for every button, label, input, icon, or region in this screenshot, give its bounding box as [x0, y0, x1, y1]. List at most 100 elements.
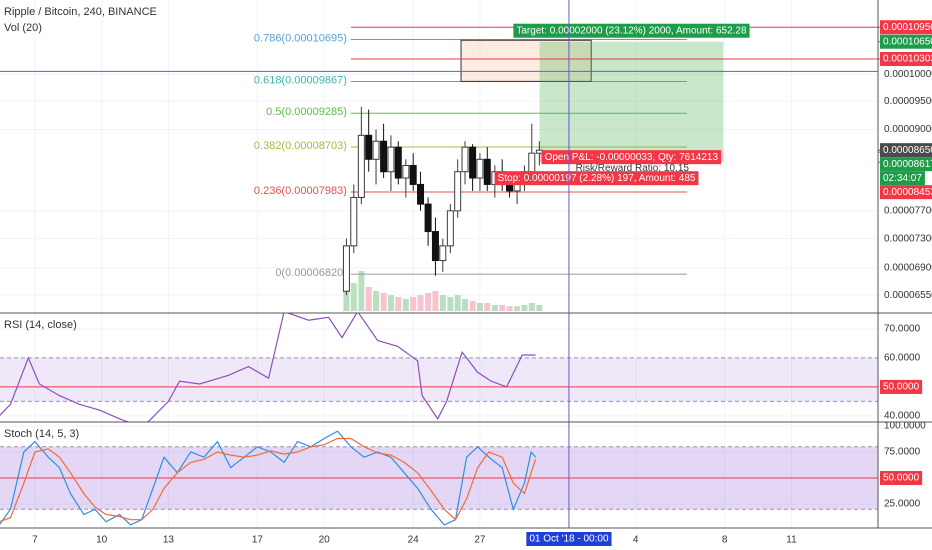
- pane-title: RSI (14, close): [4, 319, 77, 331]
- x-tick-label: 27: [474, 535, 486, 546]
- x-tick-label: 4: [633, 535, 639, 546]
- candle-body: [424, 203, 432, 233]
- y-tick-label: 0.00009000: [884, 124, 932, 135]
- volume-bar: [536, 305, 543, 311]
- price-label-box: [880, 185, 932, 200]
- y-tick-label: 0.00006900: [884, 263, 932, 274]
- volume-bar: [432, 291, 439, 311]
- candle-body: [506, 183, 514, 192]
- stop-label: Stop: 0.00000197 (2.28%) 197, Amount: 48…: [498, 173, 696, 184]
- candle-body: [402, 164, 410, 179]
- volume-bar: [439, 295, 446, 311]
- candle-body: [417, 183, 425, 205]
- candle-body: [394, 146, 402, 179]
- x-tick-label: 8: [722, 535, 728, 546]
- price-label-box: [880, 34, 932, 49]
- indicator-line: [0, 437, 537, 523]
- crosshair-time-label: 01 Oct '18 - 00:00: [529, 534, 609, 545]
- volume-bar: [447, 297, 454, 311]
- pnl-label: Open P&L: -0.00000033, Qty: 7614213: [545, 152, 719, 163]
- volume-bar: [528, 303, 535, 311]
- volume-label: Vol (20): [4, 22, 42, 34]
- target-zone: [539, 41, 724, 151]
- indicator-line: [0, 313, 536, 422]
- candle-body: [387, 146, 395, 173]
- volume-bar: [514, 306, 521, 311]
- candle-body: [431, 231, 439, 262]
- y-tick-label: 75.0000: [884, 447, 921, 458]
- hline-label-box: [880, 379, 923, 394]
- fib-label: 0.382(0.00008703): [254, 140, 347, 152]
- x-tick-label: 17: [252, 535, 264, 546]
- volume-bar: [491, 305, 498, 311]
- crosshair-time-label-box: [526, 532, 612, 546]
- rectangle: [460, 39, 592, 82]
- volume-bar: [417, 295, 424, 311]
- volume-bar: [380, 293, 387, 311]
- candle-body: [483, 158, 491, 185]
- y-tick-label: 60.0000: [884, 353, 921, 364]
- indicator-line: [0, 430, 537, 526]
- pane-title: Stoch (14, 5, 3): [4, 428, 79, 440]
- x-tick-label: 10: [96, 535, 108, 546]
- volume-bar: [387, 295, 394, 311]
- price-label: 0.00008453: [883, 187, 932, 198]
- candle-body: [513, 183, 521, 192]
- candle-body: [365, 134, 373, 160]
- countdown: 02:34:07: [883, 173, 922, 184]
- band: [0, 357, 878, 402]
- volume-bar: [365, 287, 372, 311]
- volume-bar: [454, 295, 461, 311]
- y-tick-label: 0.00009500: [884, 96, 932, 107]
- volume-bar: [521, 305, 528, 311]
- x-tick-label: 20: [319, 535, 331, 546]
- candle-body: [357, 134, 365, 198]
- price-label: 0.00010303: [883, 54, 932, 65]
- candle-body: [528, 152, 536, 173]
- price-label-box: [880, 157, 932, 172]
- volume-bar: [410, 297, 417, 311]
- volume-bar: [395, 297, 402, 311]
- fib-label: 0.786(0.00010695): [254, 32, 347, 44]
- y-tick-label: 25.0000: [884, 499, 921, 510]
- target-label: Target: 0.00002000 (23.12%) 2000, Amount…: [516, 25, 747, 36]
- fib-label: 0.5(0.00009285): [266, 106, 347, 118]
- hline-label: 50.0000: [883, 382, 920, 393]
- pane: [0, 425, 878, 526]
- candle-body: [342, 245, 350, 292]
- x-tick-label: 24: [408, 535, 420, 546]
- pane-title: Ripple / Bitcoin, 240, BINANCE: [4, 6, 157, 18]
- y-tick-label: 0.00007700: [884, 205, 932, 216]
- candle-body: [380, 140, 388, 173]
- pane: [0, 313, 878, 422]
- stop-label-box: [494, 171, 699, 186]
- candle-body: [535, 149, 543, 154]
- candle-body: [469, 146, 477, 179]
- fib-label: 0.618(0.00009867): [254, 74, 347, 86]
- countdown-box: [880, 171, 925, 186]
- candle-body: [446, 210, 454, 247]
- x-tick-label: 11: [786, 535, 797, 546]
- volume-bar: [350, 283, 357, 311]
- price-label-box: [880, 51, 932, 66]
- fib-label: 0(0.00006820): [275, 267, 347, 279]
- volume-bar: [499, 305, 506, 311]
- candle-body: [461, 146, 469, 173]
- candle-body: [372, 140, 380, 160]
- hline-label: 50.0000: [883, 473, 920, 484]
- y-tick-label: 0.00006550: [884, 290, 932, 301]
- price-label-box: [880, 143, 932, 158]
- y-tick-label: 100.0000: [884, 421, 926, 432]
- candle-body: [350, 196, 358, 247]
- candle-body: [476, 158, 484, 179]
- volume-bar: [469, 301, 476, 311]
- price-label: 0.00010950: [883, 22, 932, 33]
- price-label: 0.00008650: [883, 145, 932, 156]
- candle-body: [409, 164, 417, 185]
- target-label-box: [513, 23, 750, 38]
- volume-bar: [358, 271, 365, 311]
- fib-label: 0.236(0.00007983): [254, 185, 347, 197]
- price-label-box: [880, 20, 932, 35]
- y-tick-label: 70.0000: [884, 324, 921, 335]
